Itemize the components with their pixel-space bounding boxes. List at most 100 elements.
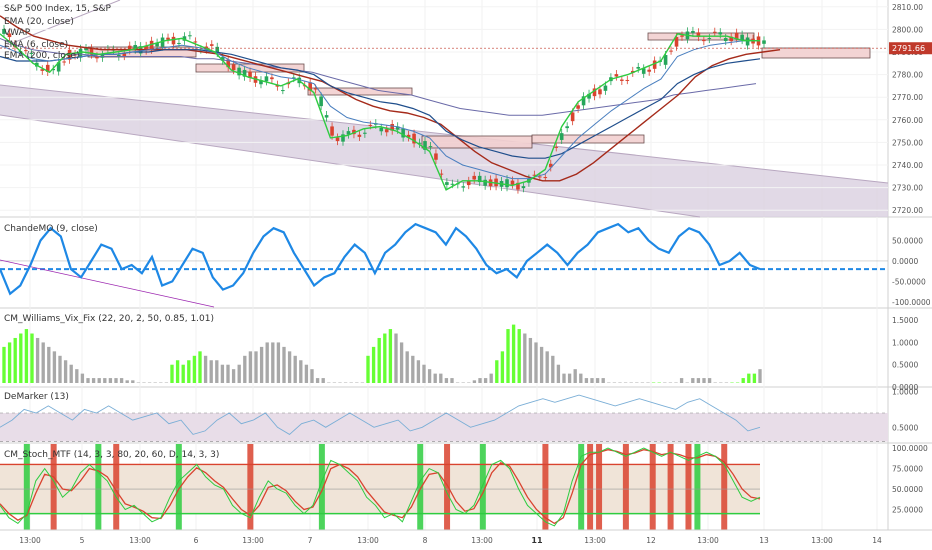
x-tick-label: 13:00 [129,536,151,545]
candle-body [636,66,641,69]
candle-body [434,153,438,160]
vix-bar [523,333,527,383]
candle-body [538,176,542,178]
vix-bar [215,360,219,383]
candle-body [669,50,673,52]
candle-body [24,50,28,52]
vix-bar [433,373,437,383]
vix-bar [752,373,757,383]
candle-body [494,178,498,187]
vix-bar [7,342,12,383]
demarker-tick-label: 1.0000 [892,388,918,397]
candle-body [270,77,274,80]
candle-body [641,68,646,74]
candle-body [543,177,548,179]
vwap-long-line [0,37,757,116]
vix-bar [170,364,174,383]
candle-body [155,42,159,47]
vix-bar [495,360,499,383]
candle-body [220,57,225,61]
candle-body [182,36,187,41]
vix-tick-label: 1.0000 [892,338,918,347]
candle-body [89,48,94,55]
candle-body [466,180,471,186]
trend-channel [0,85,888,217]
price-zone [307,87,413,96]
price-tick-label: 2810.00 [892,3,923,12]
vix-bar [69,364,73,383]
candle-body [718,32,723,35]
price-tick-label: 2770.00 [892,93,923,102]
candle-body [620,79,624,81]
x-tick-label: 6 [194,536,199,545]
candle-body [226,59,230,68]
vix-bar [539,346,544,383]
candle-body [516,182,520,190]
cmo-tick-label: 50.0000 [892,237,923,246]
candle-body [264,76,269,82]
candle-body [762,40,766,44]
price-tick-label: 2760.00 [892,116,923,125]
candle-body [691,30,695,33]
vix-bar [226,364,230,383]
vix-bar [293,355,297,383]
candle-body [248,71,252,78]
candle-body [461,186,466,188]
vix-bar [383,333,387,383]
candle-body [62,61,66,63]
candle-body [702,39,706,42]
vix-bar [506,329,510,383]
ema200-label: EMA (200, close) [4,51,80,61]
candle-body [674,37,679,47]
candle-body [330,126,334,136]
ema20-line [0,40,760,180]
vix-bar [601,378,605,383]
stoch-label: CM_Stoch_MTF (14, 3, 3, 80, 20, 60, D, 1… [4,450,220,460]
candle-body [319,96,323,107]
vix-bar [472,380,477,383]
candle-body [598,89,602,95]
candle-body [171,36,176,45]
stoch-cross-down-bar [685,444,692,530]
demarker-line [0,394,761,435]
candle-body [51,68,56,71]
x-tick-label: 13:00 [811,536,833,545]
candle-body [341,134,345,142]
vix-bar [299,360,303,383]
vix-bar [315,378,320,383]
vix-bar [91,378,96,383]
stoch-cross-up-bar [175,444,182,530]
vix-bar [377,337,381,383]
candle-body [445,182,449,185]
vixfix-label: CM_Williams_Vix_Fix (22, 20, 2, 50, 0.85… [4,314,215,324]
vix-bar [63,360,68,383]
vix-bar [35,337,40,383]
candle-body [723,38,728,42]
candle-body [363,132,367,134]
stoch-cross-down-bar [667,444,674,530]
x-tick-label: 7 [308,536,313,545]
vix-bar [181,364,185,383]
stoch-cross-up-bar [578,444,585,530]
vix-bar [394,333,398,383]
x-tick-label: 5 [80,536,85,545]
stoch-cross-up-bar [95,444,102,530]
stoch-k-line [0,447,761,527]
vix-bar [80,373,85,383]
vix-bar [47,346,51,383]
vix-bar [702,378,706,383]
x-tick-label: 13:00 [471,536,493,545]
candle-body [647,69,651,72]
vix-bar [265,342,269,383]
x-tick-label: 13:00 [242,536,264,545]
candle-body [209,44,214,46]
price-tick-label: 2800.00 [892,25,923,34]
last-price-label: 2791.66 [892,44,925,53]
vix-bar [321,378,325,383]
x-tick-label: 13:00 [19,536,41,545]
vix-bar [86,378,90,383]
candle-body [740,34,744,41]
demarker-tick-label: 0.5000 [892,423,918,432]
